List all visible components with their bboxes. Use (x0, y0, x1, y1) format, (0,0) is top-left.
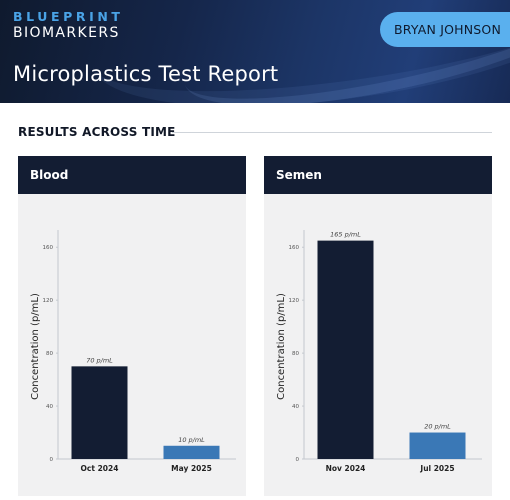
bar (163, 445, 220, 459)
brand-logo-line1: BLUEPRINT (13, 9, 124, 24)
chart-title: Semen (264, 156, 492, 194)
x-tick-label: Jul 2025 (419, 464, 454, 473)
bar (71, 366, 128, 459)
data-label: 70 p/mL (86, 356, 113, 364)
data-label: 10 p/mL (178, 436, 205, 444)
semen-bar-chart: 0 40 80 120 160 Concentration (p/mL) 165 p/mL N… (276, 230, 482, 473)
data-label: 20 p/mL (424, 423, 451, 431)
bar (317, 240, 374, 459)
y-tick-label: 40 (46, 404, 53, 410)
brand-logo-line2: BIOMARKERS (13, 25, 120, 41)
y-tick-label: 160 (43, 245, 54, 251)
section-title: RESULTS ACROSS TIME (18, 125, 176, 139)
blood-bar-chart: 0 40 80 120 160 Concentration (p/mL) 70 p/mL Oc… (30, 230, 236, 473)
y-tick-label: 0 (50, 457, 54, 463)
y-tick-label: 160 (289, 245, 300, 251)
x-tick-label: Nov 2024 (326, 464, 366, 473)
data-label: 165 p/mL (330, 231, 361, 239)
y-tick-label: 80 (46, 351, 53, 357)
x-tick-label: Oct 2024 (81, 464, 119, 473)
user-name-badge: BRYAN JOHNSON (380, 12, 510, 47)
y-axis-label: Concentration (p/mL) (30, 293, 41, 400)
report-header: BLUEPRINT BIOMARKERS BRYAN JOHNSON Micro… (0, 0, 510, 103)
y-tick-label: 40 (292, 404, 299, 410)
blood-chart-card: Blood 0 40 80 120 160 Concentration (p/mL) 70 … (18, 156, 246, 496)
chart-title: Blood (18, 156, 246, 194)
y-tick-label: 0 (296, 457, 300, 463)
page-title: Microplastics Test Report (13, 62, 279, 86)
bar (409, 432, 466, 459)
y-axis-label: Concentration (p/mL) (276, 293, 287, 400)
x-tick-label: May 2025 (171, 464, 212, 473)
semen-chart-card: Semen 0 40 80 120 160 Concentration (p/mL) 165… (264, 156, 492, 496)
y-tick-label: 120 (289, 298, 300, 304)
y-tick-label: 120 (43, 298, 54, 304)
section-divider (172, 132, 492, 133)
y-tick-label: 80 (292, 351, 299, 357)
